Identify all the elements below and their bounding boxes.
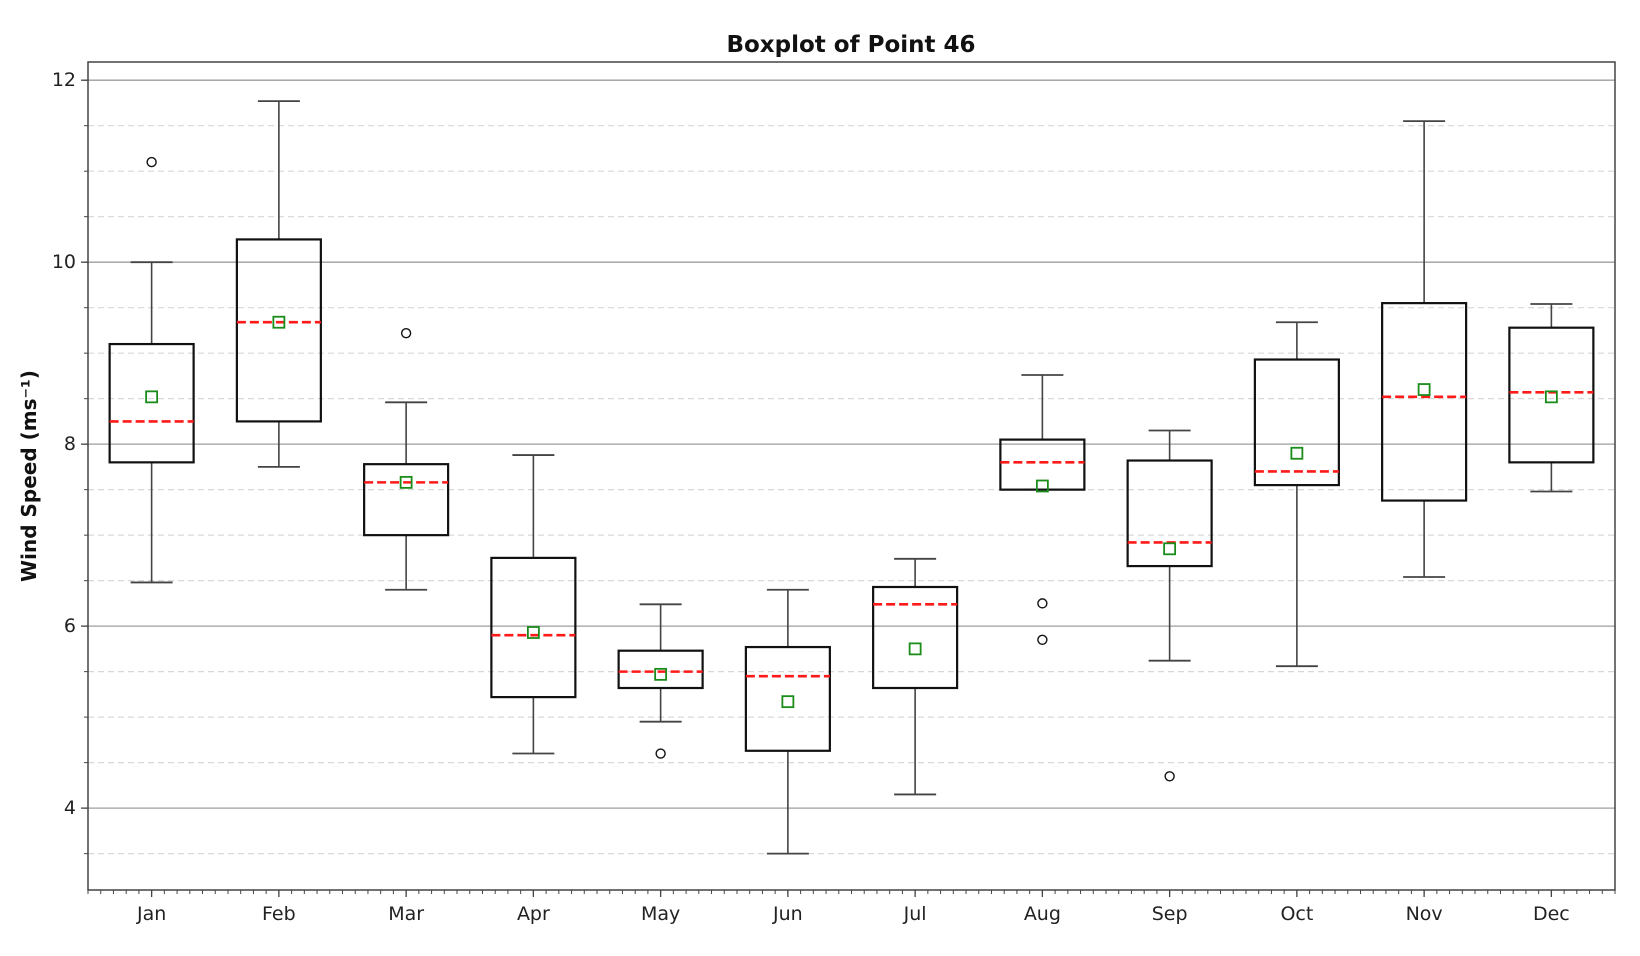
mean-marker <box>399 475 413 489</box>
mean-marker <box>1544 390 1558 404</box>
box-aug <box>999 374 1086 645</box>
outlier-point <box>400 327 412 339</box>
box-sep <box>1126 429 1213 782</box>
x-tick-label: Jan <box>136 903 166 925</box>
outlier-point <box>1164 771 1175 782</box>
iqr-box <box>872 585 959 690</box>
box-nov <box>1381 120 1468 578</box>
y-tick-label: 8 <box>64 433 76 455</box>
boxes-layer <box>108 100 1595 855</box>
x-tick-label: Mar <box>388 903 424 925</box>
iqr-box <box>617 649 704 690</box>
box-dec <box>1508 303 1595 493</box>
iqr-box <box>1508 326 1595 464</box>
box-may <box>617 603 704 759</box>
y-tick-label: 12 <box>52 69 76 91</box>
x-tick-label: Sep <box>1152 903 1188 925</box>
outlier-point <box>655 748 666 759</box>
box-jan <box>108 156 195 584</box>
mean-marker <box>272 315 286 329</box>
outlier-point <box>146 156 157 168</box>
chart-title: Boxplot of Point 46 <box>726 32 975 58</box>
mean-marker <box>145 390 159 404</box>
y-axis-label: Wind Speed (ms⁻¹) <box>17 370 41 582</box>
iqr-box <box>999 438 1086 491</box>
iqr-box <box>108 342 195 464</box>
outlier-point <box>1037 598 1048 609</box>
x-tick-label: Nov <box>1406 903 1443 925</box>
mean-marker <box>908 642 922 656</box>
iqr-box <box>744 645 831 752</box>
mean-marker <box>1163 542 1177 556</box>
x-tick-label: Jul <box>903 903 927 925</box>
x-tick-label: Dec <box>1533 903 1570 925</box>
mean-marker <box>781 695 795 709</box>
plot-frame <box>87 61 1616 891</box>
mean-marker <box>1417 383 1431 396</box>
x-tick-label: Jun <box>772 903 803 925</box>
iqr-box <box>235 238 322 423</box>
x-tick-label: May <box>641 903 680 925</box>
box-jul <box>872 557 959 796</box>
box-oct <box>1253 321 1340 668</box>
iqr-box <box>490 556 577 699</box>
box-jun <box>744 588 831 855</box>
y-tick-label: 4 <box>64 797 76 819</box>
grid-layer <box>88 79 1615 855</box>
x-tick-label: Apr <box>517 903 550 925</box>
box-mar <box>363 327 450 591</box>
iqr-box <box>1126 459 1213 568</box>
ticks-layer: 4 6 8 10 12 Jan Feb Mar Apr May Jun Jul Aug Sep Oct Nov… <box>52 69 1616 925</box>
x-tick-label: Feb <box>262 903 296 925</box>
mean-marker <box>1035 479 1049 493</box>
mean-marker <box>654 667 668 681</box>
x-tick-label: Oct <box>1280 903 1313 925</box>
y-tick-label: 6 <box>64 615 76 637</box>
box-apr <box>490 454 577 755</box>
outlier-point <box>1037 634 1048 645</box>
y-tick-label: 10 <box>52 251 76 273</box>
x-tick-label: Aug <box>1024 903 1061 925</box>
iqr-box <box>1381 302 1468 502</box>
iqr-box <box>363 463 450 537</box>
iqr-box <box>1253 358 1340 487</box>
box-feb <box>235 100 322 468</box>
mean-marker <box>526 626 540 639</box>
mean-marker <box>1290 446 1304 460</box>
